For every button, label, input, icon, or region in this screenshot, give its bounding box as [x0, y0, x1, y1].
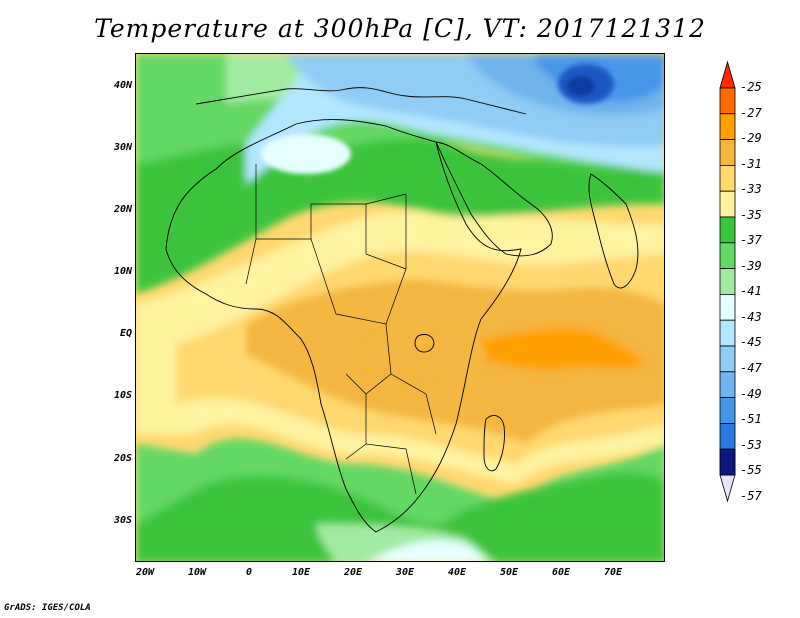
lat-tick-20n: 20N	[113, 204, 132, 215]
field-cape-cold	[369, 540, 485, 561]
colorbar-segment	[719, 319, 736, 347]
colorbar-label: -29	[740, 131, 762, 146]
colorbar-label: -35	[740, 207, 762, 222]
colorbar-label: -47	[740, 360, 762, 375]
colorbar-segment	[719, 113, 736, 140]
colorbar-label: -43	[740, 309, 762, 324]
colorbar-label: -27	[740, 105, 762, 120]
colorbar-arrow-top	[719, 60, 736, 89]
colorbar-label: -41	[740, 284, 762, 299]
arabia-coastline	[435, 141, 553, 257]
country-borders	[245, 164, 437, 495]
colorbar-label: -45	[740, 335, 762, 350]
colorbar-label: -53	[740, 437, 762, 452]
lat-tick-eq: EQ	[119, 328, 132, 339]
lon-tick-10w: 10W	[187, 567, 207, 578]
lat-tick-20s: 20S	[113, 453, 132, 464]
india-coastline	[588, 173, 639, 289]
colorbar-segment	[719, 242, 736, 270]
lon-tick-50e: 50E	[499, 567, 519, 578]
lat-tick-10n: 10N	[113, 266, 132, 277]
lon-tick-0: 0	[245, 567, 253, 578]
colorbar-arrow-bottom	[719, 474, 736, 503]
europe-coastline	[195, 87, 527, 115]
lon-tick-20w: 20W	[135, 567, 155, 578]
colorbar-segment	[719, 422, 736, 450]
colorbar-segment	[719, 293, 736, 321]
madagascar	[483, 415, 505, 472]
field-warm-core	[466, 327, 646, 371]
colorbar-label: -39	[740, 258, 762, 273]
lat-tick-40n: 40N	[113, 80, 132, 91]
coastlines	[165, 87, 639, 533]
lon-tick-40e: 40E	[447, 567, 467, 578]
colorbar-segment	[719, 165, 736, 192]
lat-tick-30s: 30S	[113, 515, 132, 526]
colorbar-segment	[719, 345, 736, 373]
lon-tick-20e: 20E	[343, 567, 363, 578]
colorbar-segment	[719, 139, 736, 166]
grads-credit: GrADS: IGES/COLA	[4, 603, 91, 613]
colorbar-segment	[719, 190, 736, 218]
colorbar-segment	[719, 448, 736, 476]
colorbar-segment	[719, 216, 736, 244]
colorbar-label: -55	[740, 463, 762, 478]
colorbar-label: -25	[740, 80, 762, 94]
colorbar-label: -31	[740, 156, 762, 171]
lon-tick-60e: 60E	[551, 567, 571, 578]
colorbar-segment	[719, 87, 736, 115]
colorbar-label: -49	[740, 386, 762, 401]
lon-tick-30e: 30E	[395, 567, 415, 578]
africa-coastline	[165, 119, 522, 533]
colorbar-label: -51	[740, 412, 762, 427]
temperature-map	[135, 53, 665, 562]
colorbar-label: -37	[740, 233, 762, 248]
field-sahara-pale	[261, 134, 351, 174]
map-title: Temperature at 300hPa [C], VT: 201712131…	[94, 14, 706, 43]
field-cold-center	[567, 76, 595, 96]
lake-victoria	[414, 333, 435, 353]
lat-tick-10s: 10S	[113, 390, 132, 401]
temperature-field	[136, 54, 664, 561]
lon-tick-70e: 70E	[603, 567, 623, 578]
colorbar-label: -57	[740, 488, 762, 503]
colorbar-label: -33	[740, 182, 762, 197]
colorbar-segment	[719, 371, 736, 398]
lat-tick-30n: 30N	[113, 142, 132, 153]
colorbar-segment	[719, 397, 736, 424]
lon-tick-10e: 10E	[291, 567, 311, 578]
field-central-orange	[366, 324, 486, 384]
colorbar	[719, 60, 736, 503]
colorbar-segment	[719, 268, 736, 295]
